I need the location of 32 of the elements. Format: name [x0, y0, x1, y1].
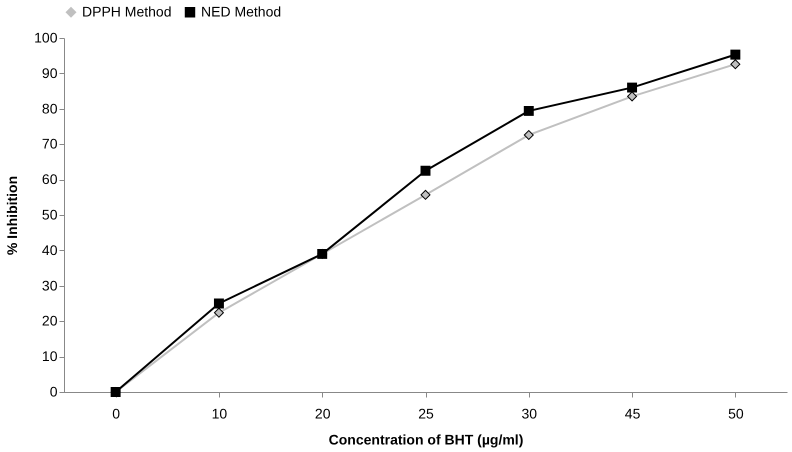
x-tick-label: 30 — [521, 406, 538, 422]
y-tick-label: 10 — [42, 348, 58, 364]
y-tick-label: 80 — [42, 100, 58, 116]
y-tick-label: 70 — [42, 136, 58, 152]
point — [420, 190, 430, 200]
point — [420, 166, 430, 176]
y-tick-label: 0 — [50, 384, 58, 400]
y-axis-title: % Inhibition — [4, 176, 20, 256]
x-tick-label: 45 — [624, 406, 641, 422]
legend-label: NED Method — [201, 3, 282, 20]
y-tick-label: 30 — [42, 277, 58, 294]
x-tick-label: 50 — [728, 406, 744, 422]
point — [214, 308, 224, 318]
y-tick-label: 40 — [42, 242, 58, 258]
x-tick-label: 20 — [314, 406, 331, 422]
x-tick-label: 0 — [112, 406, 120, 422]
y-tick-label: 90 — [42, 64, 58, 81]
y-tick-label: 100 — [34, 30, 58, 46]
point — [730, 50, 740, 60]
y-tick-label: 60 — [42, 171, 58, 188]
point — [627, 91, 638, 102]
point — [730, 59, 740, 70]
point — [524, 106, 534, 116]
y-tick-label: 50 — [42, 206, 58, 222]
x-tick-label: 25 — [418, 406, 434, 422]
x-axis-title: Concentration of BHT (µg/ml) — [328, 432, 524, 448]
y-tick-label: 20 — [42, 312, 58, 329]
point — [524, 130, 534, 140]
legend-label: DPPH Method — [82, 3, 172, 20]
point — [627, 82, 638, 93]
x-tick-label: 10 — [212, 406, 228, 422]
point — [214, 298, 224, 308]
